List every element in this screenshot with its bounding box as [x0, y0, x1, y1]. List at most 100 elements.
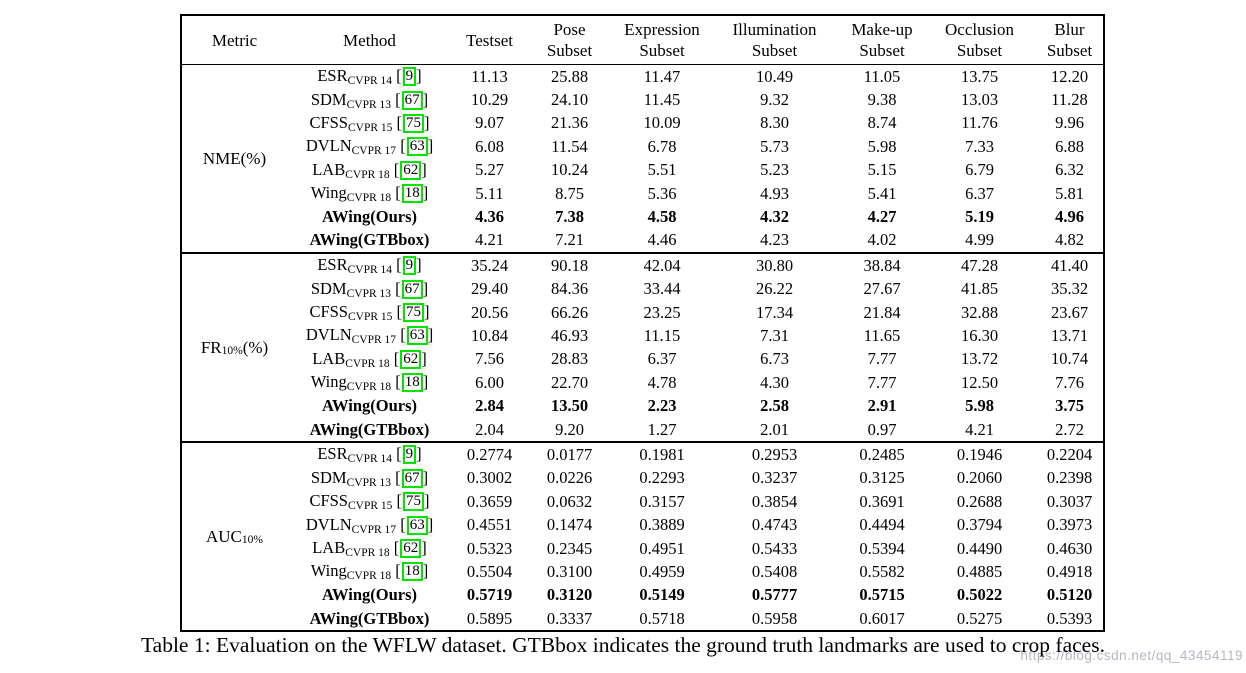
value-cell: 9.20 — [555, 419, 584, 439]
table-row: SDMCVPR 13 [67] 0.3002 0.0226 0.2293 0.3237 0… — [287, 467, 1107, 490]
method-cell: ESRCVPR 14 [9] — [317, 66, 422, 88]
method-cell: AWing(Ours) — [287, 396, 452, 416]
citation-link[interactable]: 75 — [403, 113, 425, 133]
column-header-line1: Testset — [466, 30, 513, 50]
citation-link[interactable]: 62 — [400, 349, 422, 369]
value-cell: 27.67 — [863, 279, 901, 299]
value-cell: 10.29 — [470, 90, 509, 110]
value-cell: 6.32 — [1055, 160, 1084, 180]
citation-link[interactable]: 67 — [401, 90, 423, 110]
value-cell: 0.4551 — [466, 515, 513, 535]
value-cell: 0.5895 — [466, 608, 513, 628]
value-cell: 35.24 — [470, 255, 509, 275]
citation-link[interactable]: 9 — [402, 67, 417, 87]
method-name: ESR — [317, 444, 348, 464]
method-name: DVLN — [305, 136, 352, 156]
column-header-occlusion: Occlusion Subset — [927, 16, 1032, 64]
value-cell: 0.2204 — [1046, 444, 1093, 464]
citation-link[interactable]: 63 — [406, 137, 428, 157]
citation-link[interactable]: 9 — [402, 445, 417, 465]
value-cell: 90.18 — [550, 255, 589, 275]
method-name: DVLN — [305, 514, 352, 534]
method-name: CFSS — [309, 112, 348, 132]
value-cell: 0.2774 — [466, 444, 513, 464]
citation-link[interactable]: 75 — [403, 303, 425, 323]
column-header-method: Method — [287, 16, 452, 64]
method-cell: ESRCVPR 14 [9] — [317, 255, 422, 277]
value-cell: 0.3157 — [639, 491, 685, 511]
citation-link[interactable]: 67 — [401, 279, 423, 299]
value-cell: 6.08 — [475, 136, 504, 156]
value-cell: 9.32 — [760, 90, 789, 110]
citation-link[interactable]: 18 — [401, 373, 423, 393]
method-name: SDM — [310, 89, 347, 109]
table-row: LABCVPR 18 [62] 5.27 10.24 5.51 5.23 5.15 6.79… — [287, 159, 1107, 182]
value-cell: 7.56 — [475, 349, 504, 369]
method-cell: LABCVPR 18 [62] — [312, 159, 427, 181]
value-cell: 2.72 — [1055, 419, 1084, 439]
value-cell: 0.3337 — [546, 608, 593, 628]
watermark-url: https://blog.csdn.net/qq_43454119 — [1020, 648, 1243, 663]
value-cell: 13.75 — [960, 66, 999, 86]
column-header-line2: Subset — [546, 41, 593, 60]
method-name: ESR — [317, 66, 348, 86]
table-row: AWing(GTBbox) 0.5895 0.3337 0.5718 0.5958 0.6… — [287, 607, 1107, 630]
column-header-make-up: Make-up Subset — [837, 16, 927, 64]
column-header-line1: Metric — [211, 30, 258, 50]
value-cell: 11.47 — [643, 66, 681, 86]
column-header-line1: Method — [343, 30, 396, 50]
value-cell: 0.3120 — [546, 585, 593, 605]
citation-link[interactable]: 62 — [400, 160, 422, 180]
value-cell: 0.5408 — [751, 561, 798, 581]
value-cell: 38.84 — [863, 255, 901, 275]
value-cell: 35.32 — [1050, 279, 1089, 299]
table-row: SDMCVPR 13 [67] 10.29 24.10 11.45 9.32 9.38 13… — [287, 88, 1107, 111]
citation-link[interactable]: 18 — [401, 184, 423, 204]
value-cell: 10.24 — [550, 160, 589, 180]
value-cell: 0.3237 — [751, 468, 798, 488]
citation-link[interactable]: 67 — [401, 468, 423, 488]
column-header-blur: Blur Subset — [1032, 16, 1107, 64]
value-cell: 32.88 — [960, 302, 999, 322]
value-cell: 0.4743 — [751, 515, 798, 535]
value-cell: 0.2293 — [639, 468, 685, 488]
method-venue-subscript: CVPR 17 — [351, 145, 397, 158]
value-cell: 10.49 — [755, 66, 794, 86]
value-cell: 5.15 — [867, 160, 897, 180]
method-name: AWing(Ours) — [321, 207, 418, 227]
value-cell: 0.4951 — [639, 538, 685, 558]
value-cell: 5.98 — [867, 136, 897, 156]
value-cell: 4.21 — [475, 230, 504, 250]
value-cell: 0.5275 — [956, 608, 1003, 628]
citation-link[interactable]: 18 — [401, 562, 423, 582]
value-cell: 6.00 — [475, 372, 504, 392]
value-cell: 4.02 — [867, 230, 897, 250]
value-cell: 8.30 — [760, 113, 789, 133]
value-cell: 7.76 — [1055, 372, 1084, 392]
method-cell: LABCVPR 18 [62] — [312, 538, 427, 559]
value-cell: 0.5149 — [639, 585, 685, 605]
citation-link[interactable]: 75 — [403, 492, 425, 512]
citation-link[interactable]: 62 — [400, 539, 422, 558]
value-cell: 12.20 — [1050, 66, 1089, 86]
citation-link[interactable]: 9 — [402, 256, 417, 276]
citation-link[interactable]: 63 — [406, 515, 428, 535]
table-row: LABCVPR 18 [62] 7.56 28.83 6.37 6.73 7.77 13.7… — [287, 348, 1107, 371]
value-cell: 2.84 — [475, 396, 504, 416]
value-cell: 7.38 — [555, 207, 584, 227]
value-cell: 0.5504 — [466, 561, 513, 581]
table-row: ESRCVPR 14 [9] 35.24 90.18 42.04 30.80 38.84 4… — [287, 254, 1107, 277]
method-cell: DVLNCVPR 17 [63] — [305, 325, 434, 347]
column-header-line1: Pose — [553, 20, 586, 39]
column-header-line1: Expression — [624, 20, 700, 39]
value-cell: 21.36 — [550, 113, 589, 133]
table-row: WingCVPR 18 [18] 6.00 22.70 4.78 4.30 7.77 12.… — [287, 371, 1107, 394]
value-cell: 0.6017 — [859, 608, 905, 628]
value-cell: 0.3002 — [466, 468, 513, 488]
table-body: NME(%) ESRCVPR 14 [9] 11.13 25.88 11.47 10.49… — [182, 65, 1103, 630]
value-cell: 10.84 — [470, 325, 509, 345]
citation-link[interactable]: 63 — [406, 326, 428, 346]
value-cell: 4.93 — [760, 183, 789, 203]
table-row: SDMCVPR 13 [67] 29.40 84.36 33.44 26.22 27.67… — [287, 278, 1107, 301]
